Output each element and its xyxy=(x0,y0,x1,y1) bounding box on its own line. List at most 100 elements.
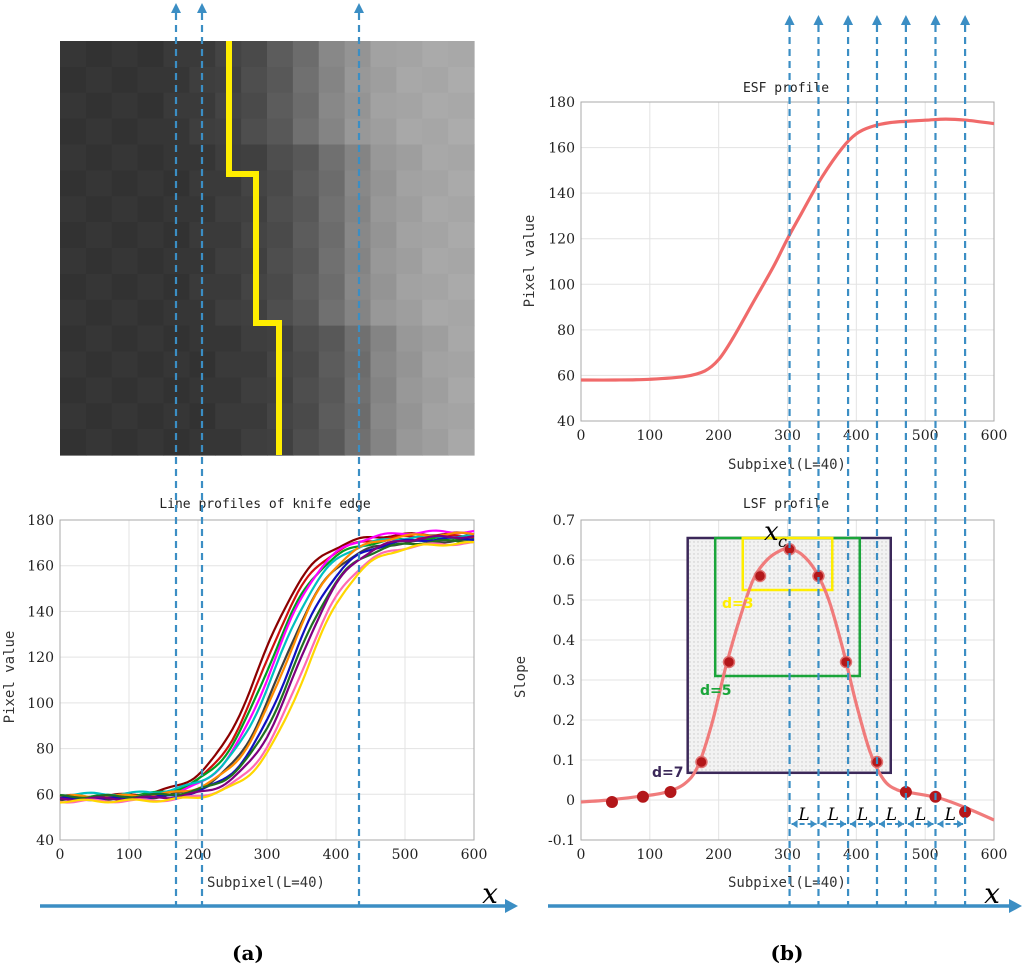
image-pixel xyxy=(344,429,372,456)
image-pixel xyxy=(396,325,423,353)
image-pixel xyxy=(318,377,346,404)
y-tick-label: 180 xyxy=(548,95,575,111)
image-pixel xyxy=(85,41,113,68)
image-pixel xyxy=(137,273,165,301)
panel-b-axis-letter: x xyxy=(984,877,1000,910)
image-pixel xyxy=(111,429,139,456)
L-arrow-head-right xyxy=(840,820,847,828)
image-pixel xyxy=(111,377,139,404)
image-pixel xyxy=(318,325,346,353)
image-pixel xyxy=(60,325,87,353)
L-arrow-head-left xyxy=(820,820,827,828)
image-pixel xyxy=(370,144,397,171)
profile-series-line xyxy=(59,540,475,804)
image-pixel xyxy=(396,144,423,171)
y-tick-label: 40 xyxy=(557,414,575,430)
image-pixel xyxy=(267,41,294,68)
image-pixel xyxy=(111,325,139,353)
image-pixel xyxy=(344,325,372,353)
image-pixel xyxy=(85,299,113,327)
panel-b-dashed-arrow-head xyxy=(930,15,941,25)
image-pixel xyxy=(267,196,294,223)
y-tick-label: 120 xyxy=(27,650,54,666)
image-pixel xyxy=(292,377,320,404)
image-pixel xyxy=(344,248,372,275)
image-pixel xyxy=(111,144,139,171)
image-pixel xyxy=(137,403,165,430)
x-tick-label: 100 xyxy=(636,847,663,863)
y-tick-label: 100 xyxy=(548,277,575,293)
y-tick-label: 140 xyxy=(27,604,54,620)
image-pixel xyxy=(60,66,87,94)
lsf-xlabel: Subpixel(L=40) xyxy=(728,875,846,891)
image-pixel xyxy=(422,92,449,120)
image-pixel xyxy=(137,66,165,94)
y-tick-label: 40 xyxy=(36,833,54,849)
L-label: L xyxy=(914,805,926,825)
x-tick-label: 500 xyxy=(392,847,419,863)
L-arrow-head-right xyxy=(927,820,934,828)
image-pixel xyxy=(292,325,320,353)
image-pixel xyxy=(137,170,165,197)
image-pixel xyxy=(241,144,268,171)
x-tick-label: 600 xyxy=(981,847,1008,863)
image-pixel xyxy=(448,325,475,353)
esf-profile-chart: ESF profile Subpixel(L=40) Pixel value 0… xyxy=(522,81,1007,473)
d3-label: d=3 xyxy=(722,596,754,612)
profile-series-line xyxy=(59,538,475,799)
L-label: L xyxy=(856,805,868,825)
image-pixel xyxy=(111,41,139,68)
image-pixel xyxy=(422,222,449,249)
y-tick-label: 0.1 xyxy=(553,753,575,769)
image-pixel xyxy=(267,144,294,171)
y-tick-label: 80 xyxy=(36,742,54,758)
image-pixel xyxy=(396,273,423,301)
image-pixel xyxy=(241,66,268,94)
x-tick-label: 600 xyxy=(981,428,1008,444)
image-pixel xyxy=(60,170,87,197)
panel-a-axis-letter: x xyxy=(482,877,498,910)
L-label: L xyxy=(944,805,956,825)
image-pixel xyxy=(85,248,113,275)
window-d3 xyxy=(741,536,834,592)
image-pixel xyxy=(448,196,475,223)
line-profiles-xlabel: Subpixel(L=40) xyxy=(207,875,325,891)
image-pixel xyxy=(448,222,475,249)
image-pixel xyxy=(370,377,397,404)
image-pixel xyxy=(292,144,320,171)
image-pixel xyxy=(318,118,346,146)
image-pixel xyxy=(111,222,139,249)
image-pixel xyxy=(344,273,372,301)
image-pixel xyxy=(396,196,423,223)
profile-series-line xyxy=(59,531,475,799)
overlay-layer xyxy=(40,3,1022,913)
image-pixel xyxy=(396,170,423,197)
image-pixel xyxy=(85,196,113,223)
L-label: L xyxy=(885,805,897,825)
image-pixel xyxy=(396,299,423,327)
xc-label: x xyxy=(764,517,779,547)
image-pixel xyxy=(448,299,475,327)
image-pixel xyxy=(241,351,268,378)
y-tick-label: 0.5 xyxy=(553,593,575,609)
image-pixel xyxy=(344,118,372,146)
L-arrow-head-right xyxy=(957,820,964,828)
L-label: L xyxy=(797,805,809,825)
L-arrow-head-right xyxy=(810,820,817,828)
image-pixel xyxy=(292,170,320,197)
y-tick-label: 60 xyxy=(557,368,575,384)
image-pixel xyxy=(448,351,475,378)
image-pixel xyxy=(370,351,397,378)
image-pixel xyxy=(370,92,397,120)
panel-a-dashed-arrow-head xyxy=(197,3,207,13)
image-pixel xyxy=(267,118,294,146)
image-pixel xyxy=(85,144,113,171)
y-tick-label: 0 xyxy=(566,793,575,809)
L-arrow-head-left xyxy=(878,820,885,828)
lsf-ylabel: Slope xyxy=(513,656,529,698)
image-pixel xyxy=(344,222,372,249)
image-pixel xyxy=(60,299,87,327)
edge-line xyxy=(226,41,282,455)
image-pixel xyxy=(396,41,423,68)
